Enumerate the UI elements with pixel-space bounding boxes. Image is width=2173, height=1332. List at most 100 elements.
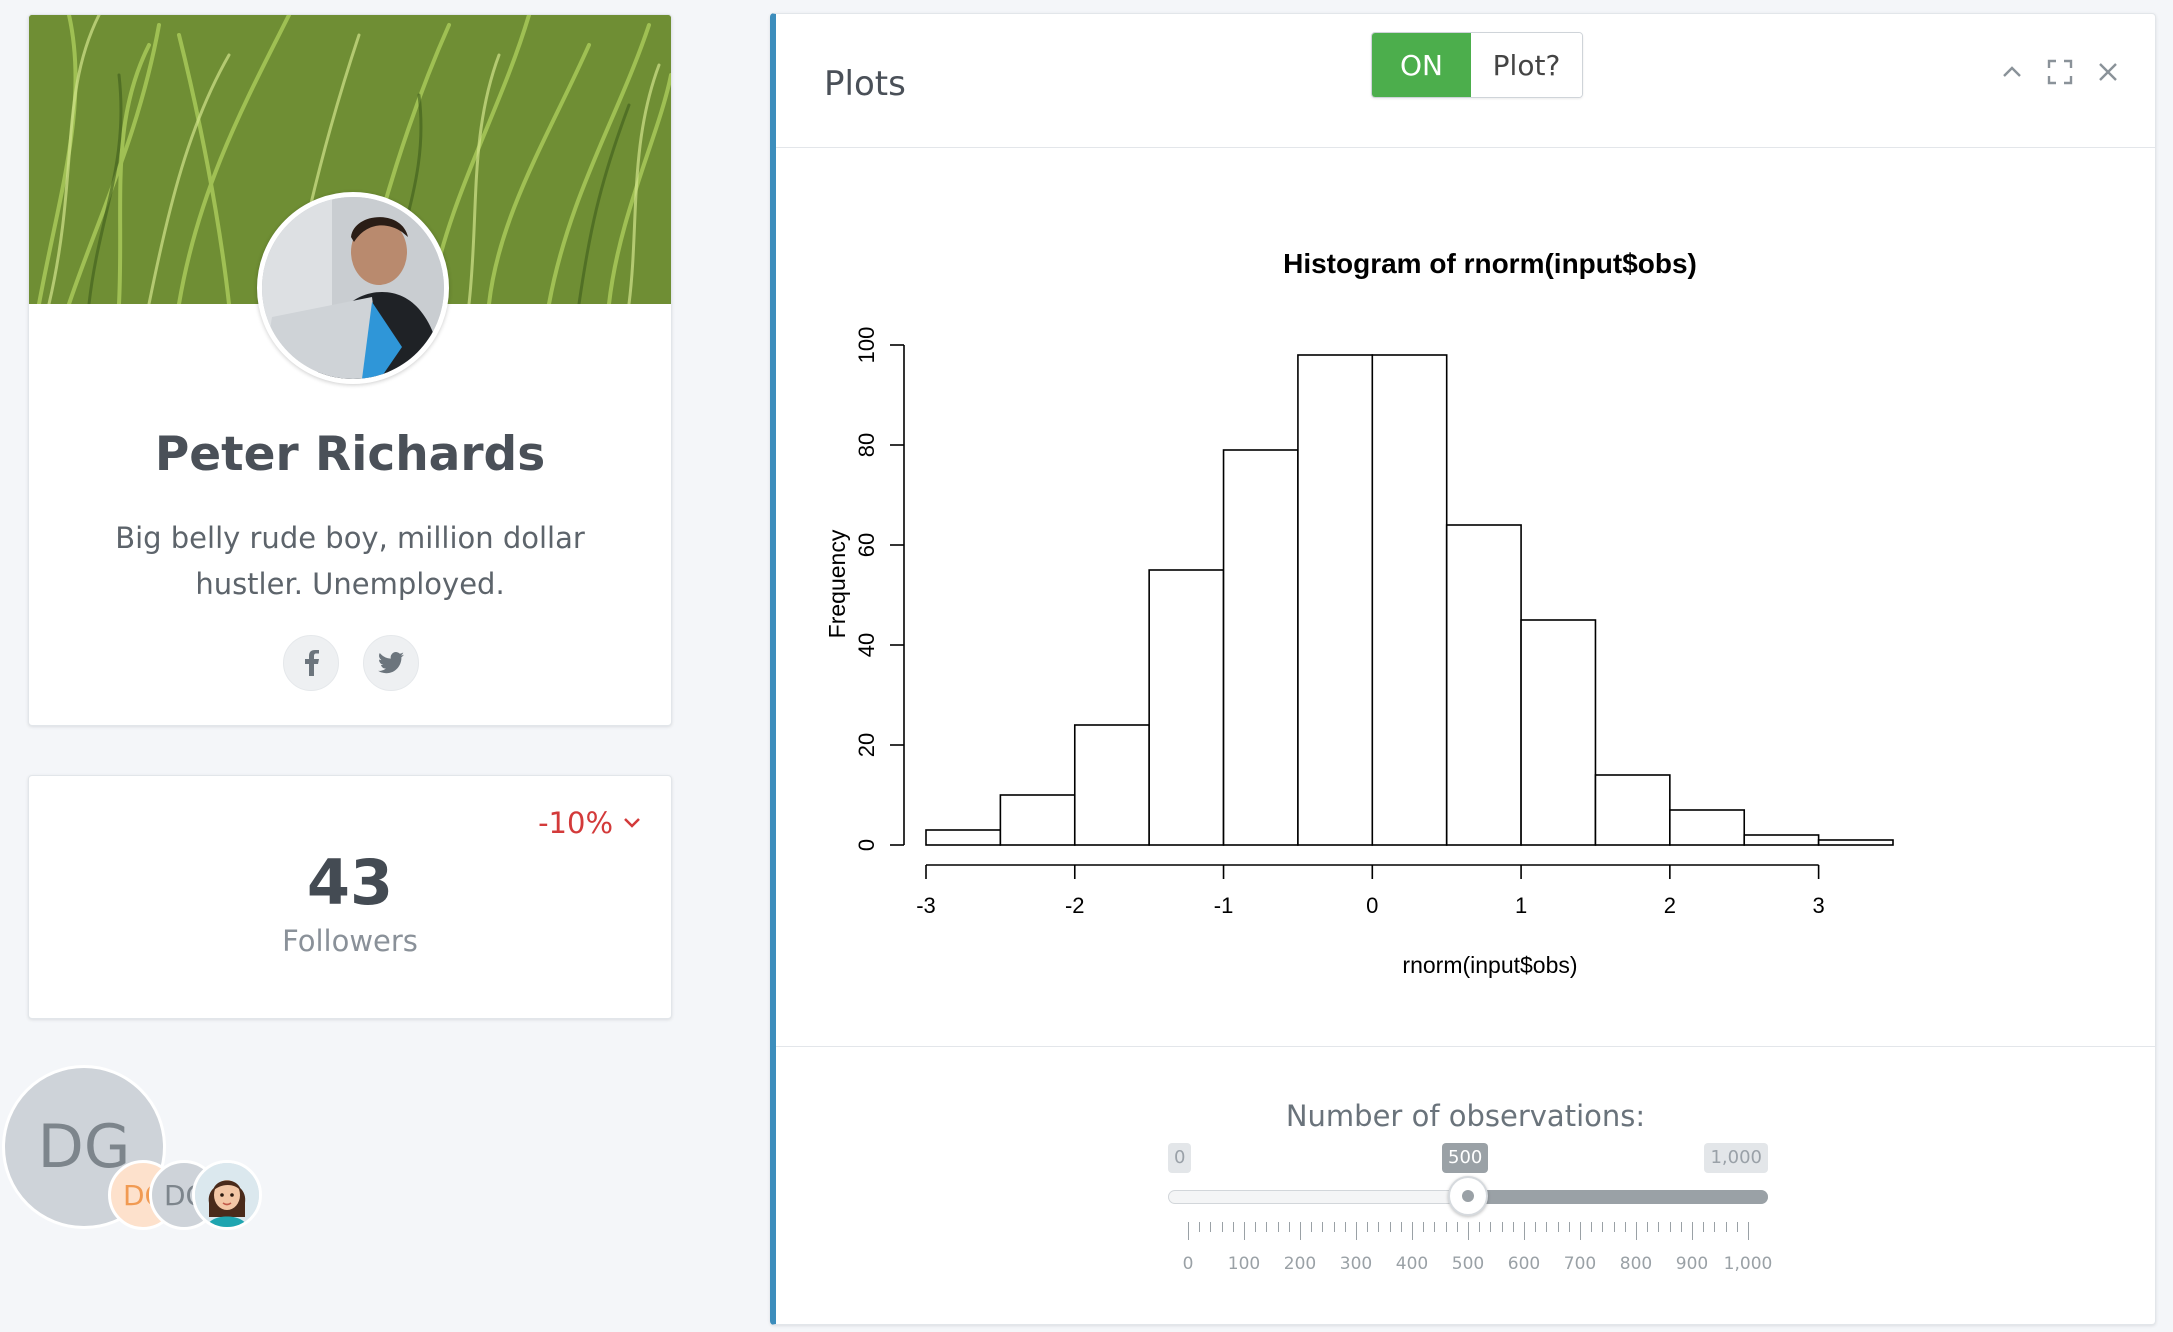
slider-grid-tick	[1680, 1222, 1682, 1232]
facebook-button[interactable]	[283, 635, 339, 691]
slider-grid-tick	[1311, 1222, 1313, 1232]
slider-grid-tick	[1714, 1222, 1716, 1232]
chevron-up-icon	[2003, 66, 2021, 77]
collapse-button[interactable]	[1994, 54, 2030, 90]
x-tick-label: 1	[1515, 893, 1527, 918]
trend-indicator: -10%	[538, 806, 641, 840]
slider-grid-tick	[1266, 1222, 1268, 1232]
slider-grid-label: 500	[1451, 1254, 1485, 1274]
slider-grid-tick	[1356, 1222, 1357, 1240]
slider-grid-tick	[1748, 1222, 1749, 1240]
slider-grid-tick	[1288, 1222, 1290, 1232]
y-tick-label: 20	[854, 733, 879, 757]
slider-grid-tick	[1378, 1222, 1380, 1232]
slider-grid-tick	[1658, 1222, 1660, 1232]
slider-handle[interactable]	[1448, 1176, 1488, 1216]
slider-grid-tick	[1580, 1222, 1581, 1240]
slider-grid-tick	[1692, 1222, 1693, 1240]
slider-grid-tick	[1479, 1222, 1481, 1232]
slider-min-label: 0	[1168, 1143, 1192, 1173]
histogram-bar	[1148, 569, 1225, 846]
slider-grid-tick	[1501, 1222, 1503, 1232]
slider-grid-label: 900	[1675, 1254, 1709, 1274]
close-button[interactable]	[2090, 54, 2126, 90]
x-tick-label: -3	[916, 893, 936, 918]
plots-title: Plots	[824, 64, 906, 104]
histogram-bar	[1669, 809, 1746, 846]
followers-card: -10% 43 Followers	[28, 775, 672, 1019]
slider-grid-tick	[1389, 1222, 1391, 1232]
x-tick-label: -2	[1065, 893, 1085, 918]
slider-grid-tick	[1445, 1222, 1447, 1232]
slider-grid-label: 600	[1507, 1254, 1541, 1274]
histogram-svg: Histogram of rnorm(input$obs) rnorm(inpu…	[824, 248, 1894, 978]
histogram-bar	[925, 829, 1002, 846]
profile-card: Peter Richards Big belly rude boy, milli…	[28, 14, 672, 726]
slider-grid-tick	[1456, 1222, 1458, 1232]
y-tick-label: 60	[854, 533, 879, 557]
slider-grid-tick	[1736, 1222, 1738, 1232]
slider-grid-label: 300	[1339, 1254, 1373, 1274]
slider-grid-tick	[1300, 1222, 1301, 1240]
x-tick-label: 0	[1366, 893, 1378, 918]
trend-value: -10%	[538, 806, 613, 840]
slider-grid: 0 100 200 300 400 500 600 700 800 900 1,000	[1168, 1222, 1772, 1282]
slider-grid-tick	[1210, 1222, 1212, 1232]
slider-grid-label: 800	[1619, 1254, 1653, 1274]
chart-xlabel: rnorm(input$obs)	[1402, 952, 1577, 978]
slider-grid-tick	[1434, 1222, 1436, 1232]
maximize-icon	[2047, 59, 2073, 85]
followers-label: Followers	[282, 924, 418, 958]
followers-count: 43	[306, 846, 394, 919]
slider-grid-tick	[1512, 1222, 1514, 1232]
slider-grid-tick	[1624, 1222, 1626, 1232]
toggle-on-button[interactable]: ON	[1372, 33, 1471, 97]
slider-grid-label: 400	[1395, 1254, 1429, 1274]
slider-label: Number of observations:	[1285, 1099, 1646, 1133]
slider-grid-tick	[1412, 1222, 1413, 1240]
plot-toggle[interactable]: ON Plot?	[1371, 32, 1583, 98]
x-tick-label: -1	[1214, 893, 1234, 918]
slider-max-label: 1,000	[1704, 1143, 1768, 1173]
user-avatar-initials: DG	[37, 1112, 131, 1182]
slider-grid-tick	[1400, 1222, 1402, 1232]
slider-grid-label: 1,000	[1723, 1254, 1773, 1274]
slider-section: Number of observations: 0 1,000 500 0 100…	[776, 1046, 2155, 1324]
slider-grid-tick	[1535, 1222, 1537, 1232]
slider-grid-tick	[1557, 1222, 1559, 1232]
histogram-bar	[1743, 834, 1820, 846]
slider-fill	[1468, 1190, 1768, 1204]
slider-grid-tick	[1647, 1222, 1649, 1232]
slider-grid-tick	[1468, 1222, 1469, 1240]
histogram-bar	[1445, 524, 1522, 846]
chart-title: Histogram of rnorm(input$obs)	[1283, 248, 1697, 279]
slider-grid-tick	[1602, 1222, 1604, 1232]
facebook-icon	[305, 650, 319, 676]
x-tick-label: 3	[1812, 893, 1824, 918]
toggle-plot-button[interactable]: Plot?	[1471, 33, 1582, 97]
histogram-bar	[1222, 449, 1299, 846]
slider-grid-tick	[1568, 1222, 1570, 1232]
profile-name: Peter Richards	[154, 427, 546, 482]
chart-ylabel: Frequency	[824, 529, 850, 638]
histogram-bar	[1371, 354, 1448, 846]
histogram-plot: Histogram of rnorm(input$obs) rnorm(inpu…	[776, 149, 2155, 1049]
chevron-down-icon	[624, 818, 640, 828]
maximize-button[interactable]	[2042, 54, 2078, 90]
slider-value-label: 500	[1442, 1143, 1489, 1173]
slider-grid-tick	[1725, 1222, 1727, 1232]
y-tick-label: 80	[854, 433, 879, 457]
y-tick-label: 100	[854, 327, 879, 364]
slider-grid-tick	[1322, 1222, 1324, 1232]
plots-card: Plots ON Plot? Histogram of rnorm(input$…	[770, 13, 2156, 1325]
y-tick-label: 0	[854, 839, 879, 851]
slider-grid-tick	[1669, 1222, 1671, 1232]
slider-grid-tick	[1244, 1222, 1245, 1240]
histogram-bar	[999, 794, 1076, 846]
cover-image	[29, 15, 671, 304]
observations-slider[interactable]: 0 1,000 500 0 100 200 300 400 500 600 700 800 900…	[1168, 1047, 1772, 1325]
user-avatar-small-3[interactable]	[192, 1160, 262, 1230]
woman-avatar-icon	[195, 1163, 259, 1227]
twitter-button[interactable]	[363, 635, 419, 691]
